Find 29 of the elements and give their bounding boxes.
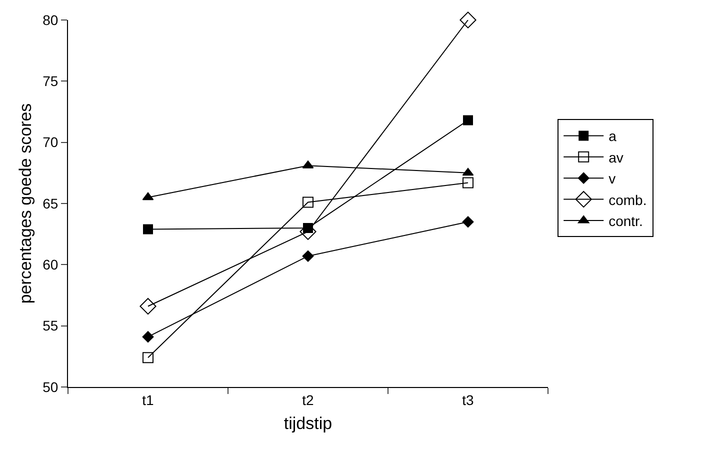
- y-tick-label: 70: [42, 134, 58, 150]
- x-tick-label: t2: [302, 392, 314, 408]
- legend-label: contr.: [608, 212, 643, 229]
- y-tick-label: 50: [42, 378, 58, 395]
- legend-label: comb.: [608, 192, 647, 208]
- y-tick-label: 75: [42, 73, 58, 90]
- y-tick-label: 60: [42, 256, 58, 273]
- legend-label: av: [608, 149, 624, 166]
- y-axis-title: percentages goede scores: [16, 103, 36, 304]
- y-tick-label: 80: [42, 12, 58, 28]
- legend-label: a: [608, 128, 617, 144]
- x-tick-label: t1: [142, 392, 154, 408]
- point: [462, 216, 474, 228]
- point: [462, 177, 474, 188]
- y-tick-label: 55: [42, 318, 58, 334]
- x-tick-label: t3: [462, 392, 474, 408]
- point: [460, 12, 476, 28]
- point: [143, 224, 153, 234]
- point: [140, 298, 156, 315]
- legend-label: v: [608, 170, 616, 187]
- point: [142, 352, 154, 364]
- x-axis-title: tijdstip: [284, 414, 332, 434]
- point: [463, 115, 473, 126]
- y-tick-label: 65: [42, 195, 58, 212]
- point: [302, 196, 314, 208]
- point: [462, 168, 474, 176]
- point: [142, 331, 154, 343]
- point: [302, 250, 314, 262]
- point: [142, 192, 154, 200]
